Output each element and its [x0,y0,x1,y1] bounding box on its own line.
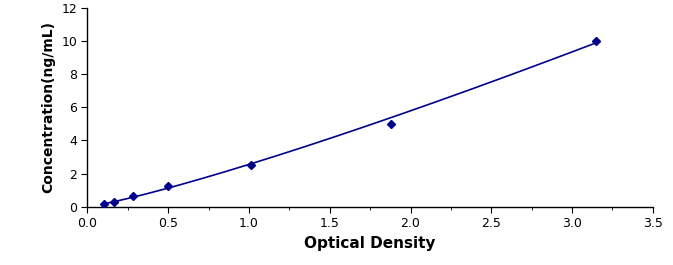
Y-axis label: Concentration(ng/mL): Concentration(ng/mL) [42,21,56,193]
X-axis label: Optical Density: Optical Density [304,236,436,251]
